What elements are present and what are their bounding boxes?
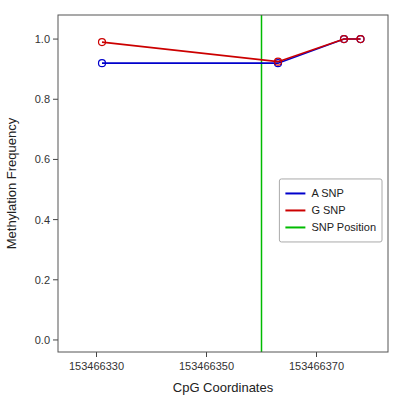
y-tick-label: 0.8 (35, 93, 50, 105)
series-line (102, 39, 361, 63)
x-tick (316, 352, 317, 357)
series-marker (275, 58, 282, 65)
legend-box (279, 179, 382, 242)
series-marker (357, 36, 364, 43)
y-tick-label: 1.0 (35, 33, 50, 45)
legend-label: G SNP (311, 204, 345, 216)
legend-swatch (285, 192, 305, 194)
y-tick (53, 159, 58, 160)
y-tick-label: 0.6 (35, 153, 50, 165)
series-line (102, 39, 361, 62)
series-marker (357, 36, 364, 43)
chart: 153466330 153466350 153466370 0.0 0.2 0.4 0.6 0… (0, 0, 400, 400)
y-tick (53, 339, 58, 340)
x-tick-label: 153466370 (289, 360, 344, 372)
legend-label: SNP Position (311, 221, 376, 233)
legend: A SNP G SNP SNP Position (279, 179, 382, 242)
y-tick-label: 0.2 (35, 274, 50, 286)
y-tick-label: 0.0 (35, 334, 50, 346)
x-axis-label: CpG Coordinates (173, 380, 274, 395)
series-marker (341, 36, 348, 43)
legend-label: A SNP (311, 187, 343, 199)
y-tick (53, 39, 58, 40)
y-tick (53, 219, 58, 220)
legend-swatch (285, 209, 305, 211)
snp-position-line (261, 15, 263, 352)
y-tick (53, 99, 58, 100)
x-tick (206, 352, 207, 357)
y-axis-label: Methylation Frequency (4, 117, 19, 249)
series-marker (99, 60, 106, 67)
x-tick-label: 153466350 (179, 360, 234, 372)
legend-swatch (285, 226, 305, 228)
y-tick (53, 279, 58, 280)
x-tick-label: 153466330 (69, 360, 124, 372)
x-tick (96, 352, 97, 357)
series-marker (99, 39, 106, 46)
y-tick-label: 0.4 (35, 214, 50, 226)
plot-frame (58, 15, 388, 352)
series-marker (341, 36, 348, 43)
plot-area (58, 15, 388, 352)
